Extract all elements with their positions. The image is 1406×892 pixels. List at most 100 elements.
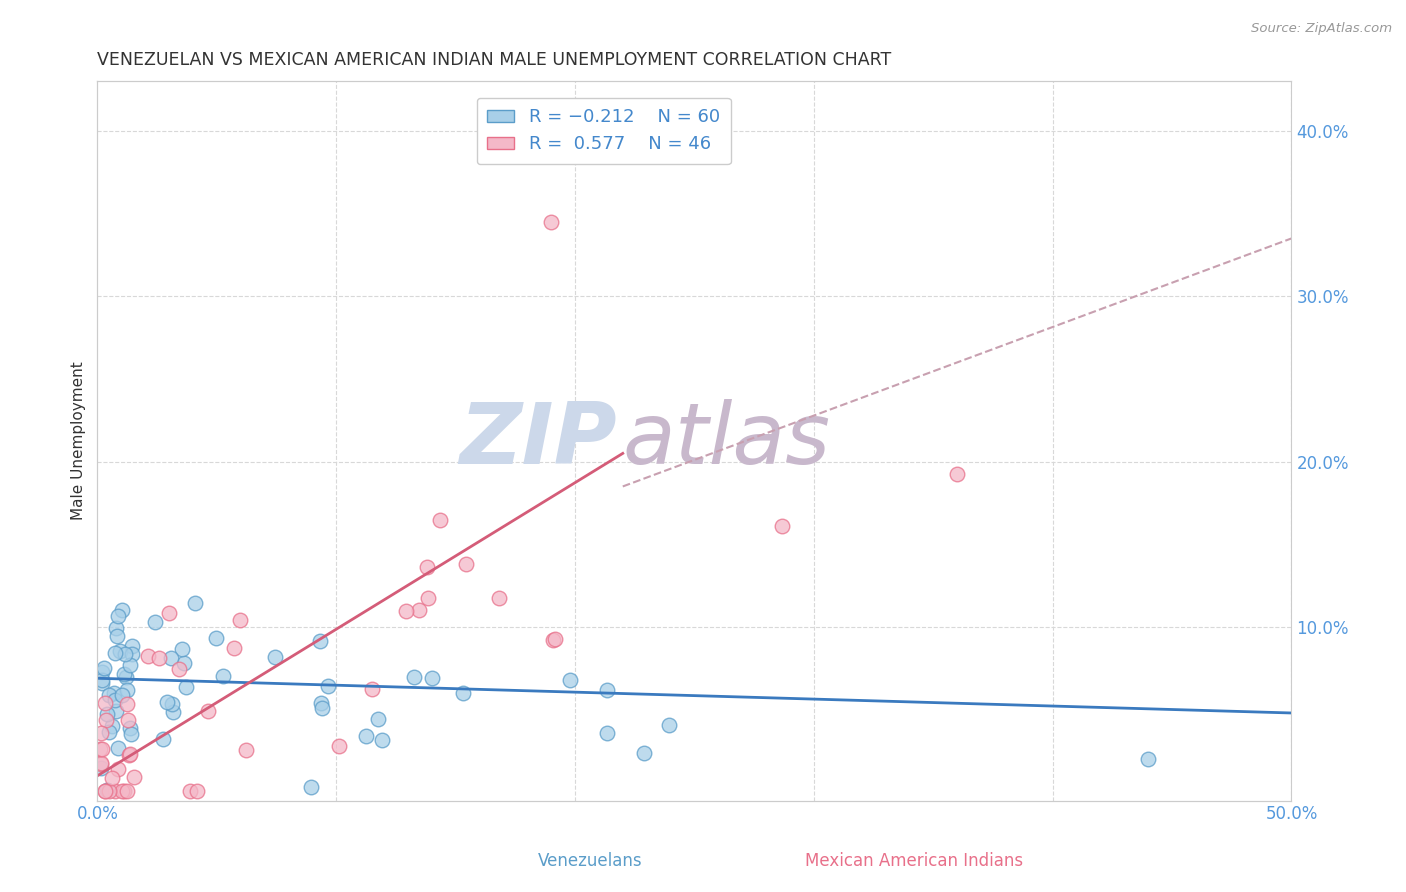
Point xyxy=(89,742,111,756)
Text: ZIP: ZIP xyxy=(460,400,617,483)
Point xyxy=(354,729,377,743)
Point xyxy=(264,650,287,665)
Point xyxy=(104,693,127,707)
Point xyxy=(90,757,112,772)
Point xyxy=(456,558,478,572)
Legend: R = −0.212    N = 60, R =  0.577    N = 46: R = −0.212 N = 60, R = 0.577 N = 46 xyxy=(477,97,731,164)
Point xyxy=(179,783,201,797)
Point xyxy=(93,661,115,675)
Point xyxy=(311,696,333,710)
Point xyxy=(105,622,128,636)
Text: Venezuelans: Venezuelans xyxy=(538,852,643,870)
Point xyxy=(420,671,443,685)
Point xyxy=(120,747,142,762)
Point xyxy=(107,762,129,776)
Point xyxy=(367,712,389,726)
Point xyxy=(104,646,127,660)
Point xyxy=(118,748,141,763)
Point xyxy=(107,741,129,756)
Point xyxy=(148,651,170,665)
Point xyxy=(115,697,138,711)
Point xyxy=(371,732,394,747)
Point xyxy=(120,727,142,741)
Point xyxy=(633,746,655,760)
Point xyxy=(103,686,125,700)
Point xyxy=(544,632,567,647)
Point xyxy=(595,682,617,697)
Point xyxy=(596,726,619,740)
Point xyxy=(160,651,183,665)
Point xyxy=(121,640,143,654)
Point xyxy=(91,675,114,690)
Point xyxy=(318,679,340,693)
Point xyxy=(946,467,969,482)
Point xyxy=(408,603,430,617)
Point xyxy=(93,783,115,797)
Point xyxy=(162,698,184,712)
Point xyxy=(395,604,418,618)
Point xyxy=(103,783,125,797)
Point xyxy=(416,560,439,574)
Point xyxy=(114,669,136,683)
Point xyxy=(90,761,112,775)
Point xyxy=(156,695,179,709)
Point xyxy=(152,731,174,746)
Point xyxy=(94,783,117,797)
Point xyxy=(115,683,138,698)
Point xyxy=(311,700,333,714)
Point xyxy=(560,673,582,687)
Point xyxy=(111,783,134,797)
Point xyxy=(120,658,142,673)
Point xyxy=(114,648,136,662)
Point xyxy=(183,596,205,610)
Point xyxy=(96,713,118,727)
Point xyxy=(170,642,193,657)
Point xyxy=(418,591,440,605)
Point xyxy=(229,613,252,627)
Point xyxy=(212,668,235,682)
Point xyxy=(299,780,322,794)
Point xyxy=(91,665,114,679)
Point xyxy=(308,633,330,648)
Point xyxy=(488,591,510,606)
Point xyxy=(105,629,128,643)
Point xyxy=(89,725,111,739)
Point xyxy=(770,519,793,533)
Point xyxy=(96,707,118,722)
Point xyxy=(162,705,184,719)
Point xyxy=(112,783,135,797)
Point xyxy=(111,603,134,617)
Point xyxy=(1137,752,1160,766)
Point xyxy=(101,718,124,732)
Point xyxy=(429,513,451,527)
Point xyxy=(115,783,138,797)
Point xyxy=(173,657,195,671)
Point xyxy=(658,718,681,732)
Point xyxy=(136,648,159,663)
Point xyxy=(167,662,190,676)
Point xyxy=(540,215,562,229)
Point xyxy=(157,606,180,620)
Point xyxy=(360,682,382,697)
Point xyxy=(117,713,139,727)
Point xyxy=(96,783,118,797)
Point xyxy=(174,680,197,694)
Point xyxy=(94,696,117,710)
Y-axis label: Male Unemployment: Male Unemployment xyxy=(72,361,86,520)
Text: VENEZUELAN VS MEXICAN AMERICAN INDIAN MALE UNEMPLOYMENT CORRELATION CHART: VENEZUELAN VS MEXICAN AMERICAN INDIAN MA… xyxy=(97,51,891,69)
Point xyxy=(124,770,146,784)
Point xyxy=(328,739,350,753)
Point xyxy=(98,783,121,797)
Point xyxy=(98,725,121,739)
Point xyxy=(235,743,257,757)
Point xyxy=(90,742,112,756)
Text: Source: ZipAtlas.com: Source: ZipAtlas.com xyxy=(1251,22,1392,36)
Text: Mexican American Indians: Mexican American Indians xyxy=(804,852,1024,870)
Point xyxy=(197,704,219,718)
Point xyxy=(91,673,114,688)
Point xyxy=(108,644,131,658)
Point xyxy=(107,608,129,623)
Point xyxy=(402,670,425,684)
Point xyxy=(111,688,134,702)
Point xyxy=(451,686,474,700)
